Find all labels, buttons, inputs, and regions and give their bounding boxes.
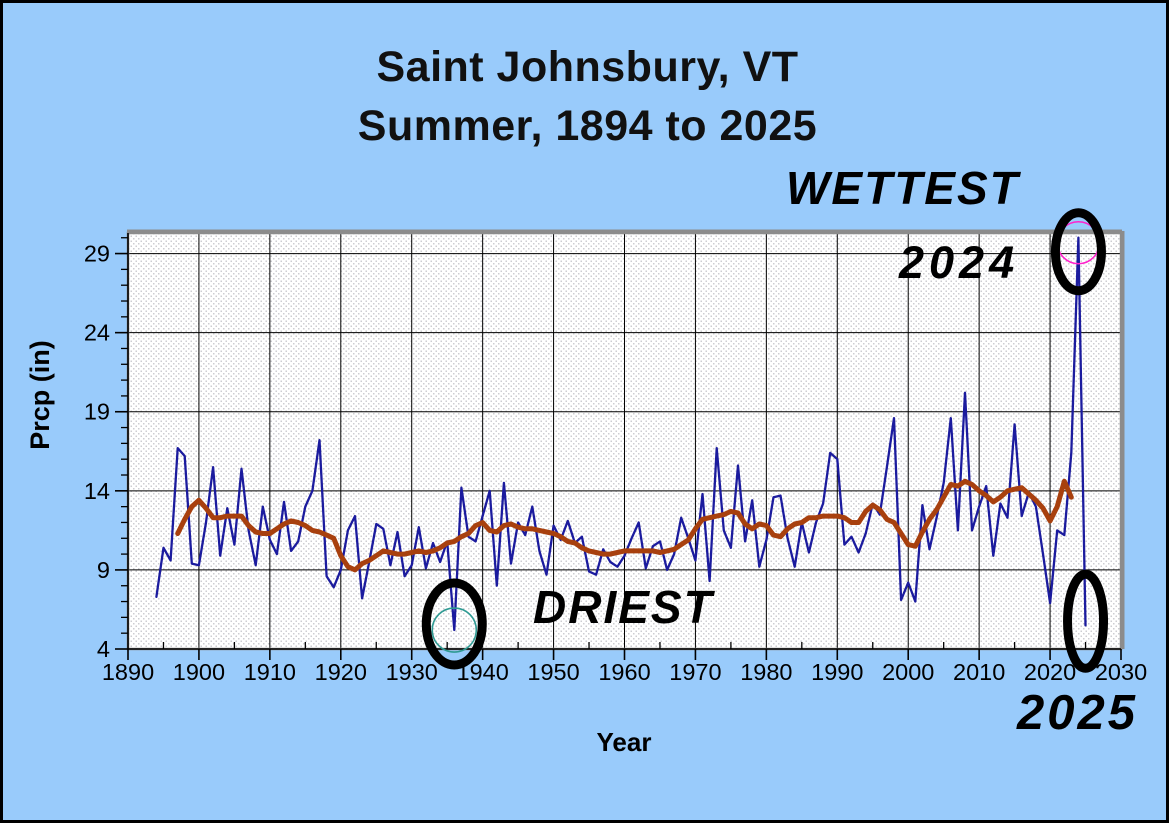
- x-tick-label: 1980: [740, 659, 792, 685]
- driest-marker-ring: [431, 607, 478, 653]
- x-tick-label: 1960: [598, 659, 650, 685]
- x-tick-label: 1950: [527, 659, 579, 685]
- x-tick-label: 1900: [173, 659, 225, 685]
- y-tick-label: 19: [84, 399, 110, 425]
- y-axis-title: Prcp (in): [25, 340, 55, 450]
- driest-circle-annotation: [421, 578, 487, 670]
- x-tick-label: 2010: [953, 659, 1005, 685]
- x-tick-label: 1910: [244, 659, 296, 685]
- x-tick-label: 1930: [386, 659, 438, 685]
- latest-circle-annotation: [1063, 569, 1109, 673]
- x-tick-label: 1920: [315, 659, 367, 685]
- annual-precip-line: [155, 236, 1087, 632]
- x-tick-label: 1890: [102, 659, 154, 685]
- x-tick-label: 2030: [1095, 659, 1147, 685]
- y-tick-label: 29: [84, 241, 110, 267]
- x-tick-label: 1970: [669, 659, 721, 685]
- x-axis-title: Year: [597, 727, 652, 757]
- wettest-circle-annotation: [1050, 208, 1106, 296]
- precip-chart: 1890 1900 1910 1920 1930 1940 1950 1960 1970 1980…: [25, 208, 1147, 757]
- y-tick-label: 9: [97, 557, 110, 583]
- x-tick-label: 2000: [882, 659, 934, 685]
- smoothed-average-line: [175, 478, 1074, 573]
- y-tick-label: 14: [84, 478, 110, 504]
- x-tick-label: 1990: [811, 659, 863, 685]
- x-tick-label: 2020: [1024, 659, 1076, 685]
- y-tick-label: 4: [97, 636, 110, 662]
- y-tick-label: 24: [84, 320, 110, 346]
